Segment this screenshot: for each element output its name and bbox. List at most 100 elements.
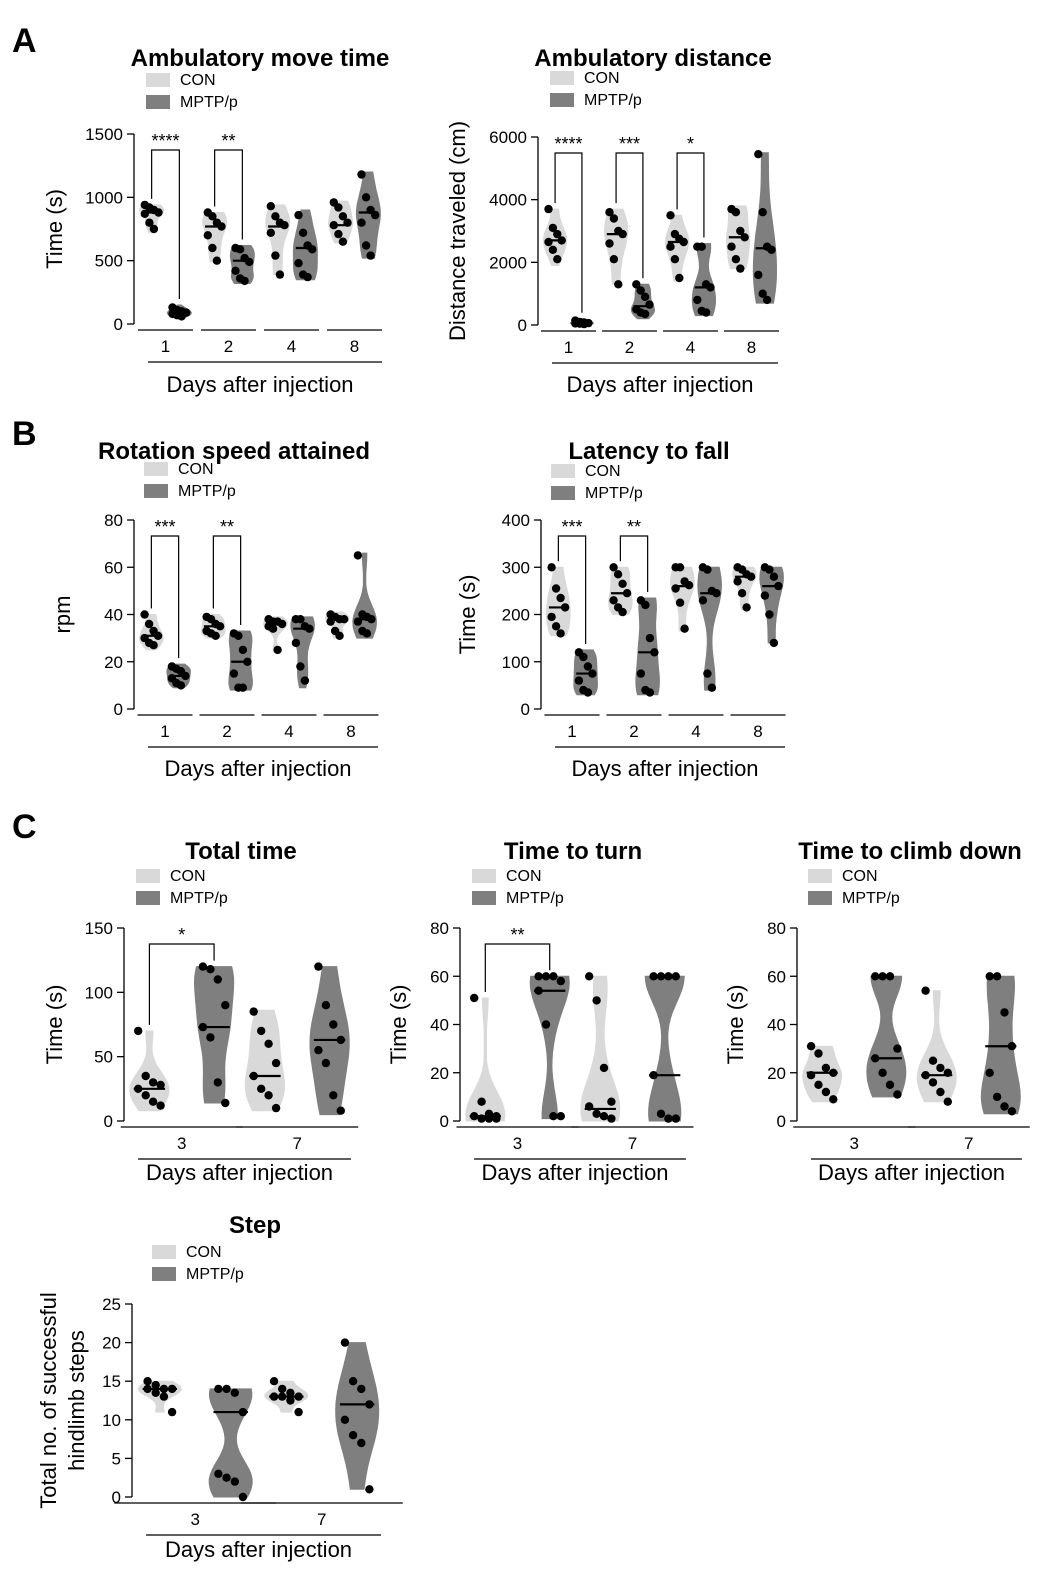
data-point bbox=[556, 593, 565, 603]
data-point bbox=[278, 1392, 287, 1401]
data-point bbox=[645, 300, 654, 309]
data-point bbox=[921, 986, 930, 995]
data-point bbox=[618, 579, 627, 588]
data-point bbox=[357, 1384, 366, 1394]
data-point bbox=[271, 1103, 281, 1113]
data-point bbox=[746, 572, 756, 581]
legend-label: CON bbox=[180, 72, 216, 89]
data-point bbox=[727, 242, 736, 251]
legend-label: MPTP/p bbox=[584, 92, 642, 109]
y-tick-label: 20 bbox=[104, 653, 123, 672]
data-point bbox=[556, 629, 565, 638]
violin-con bbox=[802, 1045, 843, 1103]
x-tick-label: 3 bbox=[513, 1134, 522, 1153]
data-point bbox=[871, 972, 880, 981]
x-tick-label: 7 bbox=[964, 1134, 973, 1153]
data-point bbox=[230, 1477, 239, 1486]
data-point bbox=[275, 270, 285, 279]
data-point bbox=[583, 662, 593, 671]
significance-label: *** bbox=[154, 517, 175, 537]
y-tick-label: 0 bbox=[440, 1112, 449, 1131]
x-tick-label: 8 bbox=[346, 722, 355, 741]
chart-title: Time to turn bbox=[504, 838, 642, 865]
data-point bbox=[266, 202, 275, 211]
data-point bbox=[618, 229, 627, 239]
panel-label-b: B bbox=[12, 415, 37, 453]
y-axis-title-line2: hindlimb steps bbox=[64, 1330, 89, 1471]
data-point bbox=[671, 1114, 680, 1123]
data-point bbox=[992, 972, 1002, 981]
y-tick-label: 25 bbox=[102, 1295, 121, 1314]
data-point bbox=[1007, 1042, 1017, 1051]
data-point bbox=[231, 266, 240, 275]
data-point bbox=[257, 1084, 266, 1094]
data-point bbox=[544, 204, 553, 214]
data-point bbox=[329, 1020, 338, 1029]
data-point bbox=[296, 662, 305, 671]
data-point bbox=[821, 1087, 831, 1097]
data-point bbox=[765, 610, 774, 619]
data-point bbox=[143, 1377, 152, 1386]
data-point bbox=[238, 1492, 248, 1502]
x-tick-label: 2 bbox=[629, 722, 638, 741]
legend-label: CON bbox=[178, 461, 214, 478]
data-point bbox=[547, 563, 556, 572]
x-axis-title: Days after injection bbox=[571, 756, 758, 781]
data-point bbox=[740, 233, 749, 242]
data-point bbox=[245, 257, 254, 267]
data-point bbox=[214, 1469, 223, 1479]
x-tick-label: 2 bbox=[625, 338, 634, 357]
chart-title: Total time bbox=[185, 838, 297, 865]
data-point bbox=[698, 596, 708, 605]
data-point bbox=[492, 1114, 501, 1123]
data-point bbox=[141, 1071, 150, 1081]
y-tick-label: 0 bbox=[114, 700, 123, 719]
x-tick-label: 4 bbox=[287, 337, 296, 356]
data-point bbox=[736, 264, 745, 273]
data-point bbox=[249, 1007, 258, 1016]
data-point bbox=[579, 319, 589, 329]
legend-swatch-mptpp bbox=[136, 891, 160, 905]
data-point bbox=[484, 1114, 494, 1123]
data-point bbox=[641, 600, 650, 610]
data-point bbox=[636, 669, 646, 678]
data-point bbox=[583, 688, 593, 697]
data-point bbox=[579, 652, 588, 662]
legend-swatch-con bbox=[144, 462, 168, 476]
data-point bbox=[878, 1068, 887, 1078]
x-tick-label: 2 bbox=[222, 722, 231, 741]
data-point bbox=[271, 251, 280, 260]
significance-bracket bbox=[212, 535, 242, 626]
legend-swatch-con bbox=[472, 869, 496, 883]
data-point bbox=[203, 231, 212, 240]
data-point bbox=[222, 1473, 231, 1482]
legend: CON MPTP/p bbox=[472, 868, 564, 907]
data-point bbox=[551, 584, 561, 593]
data-point bbox=[214, 1384, 223, 1394]
x-tick-label: 3 bbox=[191, 1510, 200, 1529]
data-point bbox=[153, 631, 163, 640]
data-point bbox=[367, 615, 376, 624]
y-tick-label: 150 bbox=[85, 919, 113, 938]
data-point bbox=[286, 1388, 295, 1398]
data-point bbox=[361, 241, 371, 250]
data-point bbox=[829, 1095, 838, 1104]
data-point bbox=[206, 1033, 215, 1042]
legend-label: CON bbox=[506, 868, 542, 885]
data-point bbox=[656, 972, 666, 981]
y-tick-label: 40 bbox=[104, 606, 123, 625]
x-tick-label: 8 bbox=[350, 337, 359, 356]
data-point bbox=[294, 1407, 303, 1417]
x-axis-title: Days after injection bbox=[566, 372, 753, 397]
data-point bbox=[238, 1407, 248, 1417]
data-point bbox=[684, 581, 694, 590]
data-point bbox=[294, 259, 303, 268]
violin-con bbox=[465, 997, 506, 1122]
legend: CON MPTP/p bbox=[136, 868, 228, 907]
data-point bbox=[221, 1001, 230, 1010]
data-point bbox=[365, 1400, 374, 1409]
data-point bbox=[649, 1071, 658, 1080]
data-point bbox=[680, 624, 689, 633]
